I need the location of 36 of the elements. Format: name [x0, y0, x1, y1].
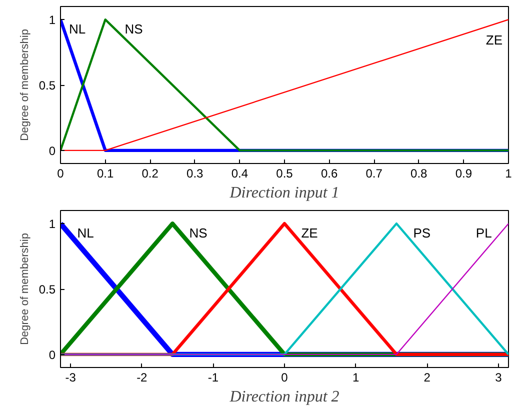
y-tick-label: 1 [48, 217, 56, 232]
x-tick-label: 2 [424, 370, 431, 384]
x-axis-title: Direction input 2 [228, 388, 340, 406]
x-tick-label: 0 [281, 370, 288, 384]
series-label: ZE [486, 32, 503, 48]
series-label: PL [476, 226, 492, 241]
x-tick-label: 1 [505, 166, 512, 180]
x-tick-label: 0.3 [186, 166, 204, 180]
series-label: NS [189, 226, 208, 241]
y-tick-label: 0 [48, 144, 56, 158]
x-tick-label: 0.2 [142, 166, 159, 180]
x-tick-label: 0.9 [455, 166, 472, 180]
series-label: ZE [301, 226, 318, 241]
x-axis-title: Direction input 1 [228, 184, 340, 202]
x-tick-label: -1 [208, 370, 219, 384]
y-tick-label: 0.5 [38, 282, 56, 296]
y-axis-title: Degree of membership [18, 29, 31, 141]
series-label: NL [68, 22, 86, 37]
x-tick-label: 0.8 [410, 166, 428, 180]
x-tick-label: -2 [136, 370, 148, 384]
series-label: NS [124, 22, 144, 37]
x-tick-label: 0.7 [366, 166, 383, 180]
series-label: NL [77, 226, 94, 241]
y-tick-label: 1 [48, 13, 56, 28]
y-tick-label: 0 [48, 348, 56, 362]
series-label: PS [413, 226, 431, 241]
x-tick-label: 1 [352, 370, 360, 384]
y-axis-title: Degree of membership [18, 233, 31, 345]
x-tick-label: 0.4 [231, 166, 248, 180]
x-tick-label: 0.1 [96, 166, 114, 180]
x-tick-label: 0.6 [320, 166, 338, 180]
y-tick-label: 0.5 [38, 78, 56, 92]
x-tick-label: 3 [495, 370, 502, 384]
x-tick-label: -3 [65, 370, 76, 384]
x-tick-label: 0 [57, 166, 64, 180]
x-tick-label: 0.5 [276, 166, 294, 180]
